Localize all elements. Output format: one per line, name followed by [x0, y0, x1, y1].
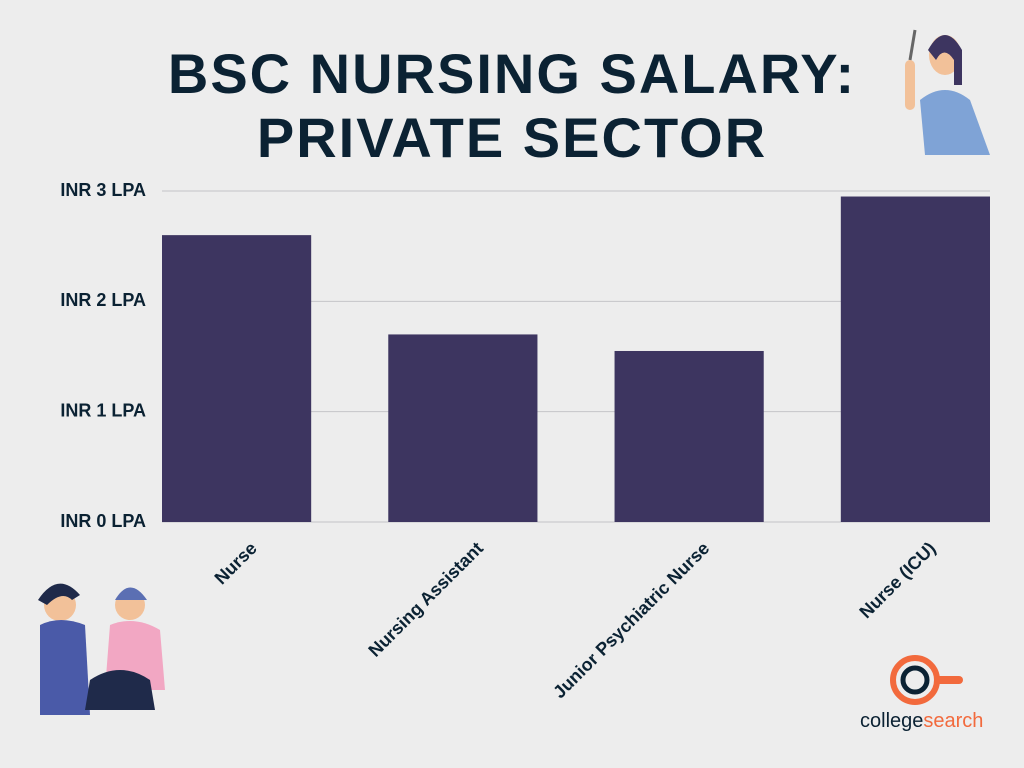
bar — [840, 196, 990, 522]
bar — [162, 235, 312, 522]
svg-text:collegesearch: collegesearch — [860, 710, 983, 732]
nurse-illustration — [905, 29, 990, 155]
x-tick-label: Nurse — [211, 538, 261, 588]
y-tick-label: INR 2 LPA — [60, 290, 146, 310]
y-tick-label: INR 0 LPA — [60, 511, 146, 531]
y-tick-label: INR 3 LPA — [60, 180, 146, 200]
brand-part: search — [923, 710, 983, 732]
chart-title: BSC NURSING SALARY: PRIVATE SECTOR — [167, 42, 857, 169]
x-tick-label: Nurse (ICU) — [855, 538, 939, 622]
logo: collegesearch — [860, 655, 983, 732]
x-tick-label: Nursing Assistant — [364, 538, 487, 661]
x-tick-label: Junior Psychiatric Nurse — [549, 538, 713, 702]
brand-part: college — [860, 710, 923, 732]
patient-illustration — [38, 583, 165, 715]
bar — [388, 334, 538, 522]
y-tick-label: INR 1 LPA — [60, 400, 146, 420]
bar — [614, 350, 764, 522]
